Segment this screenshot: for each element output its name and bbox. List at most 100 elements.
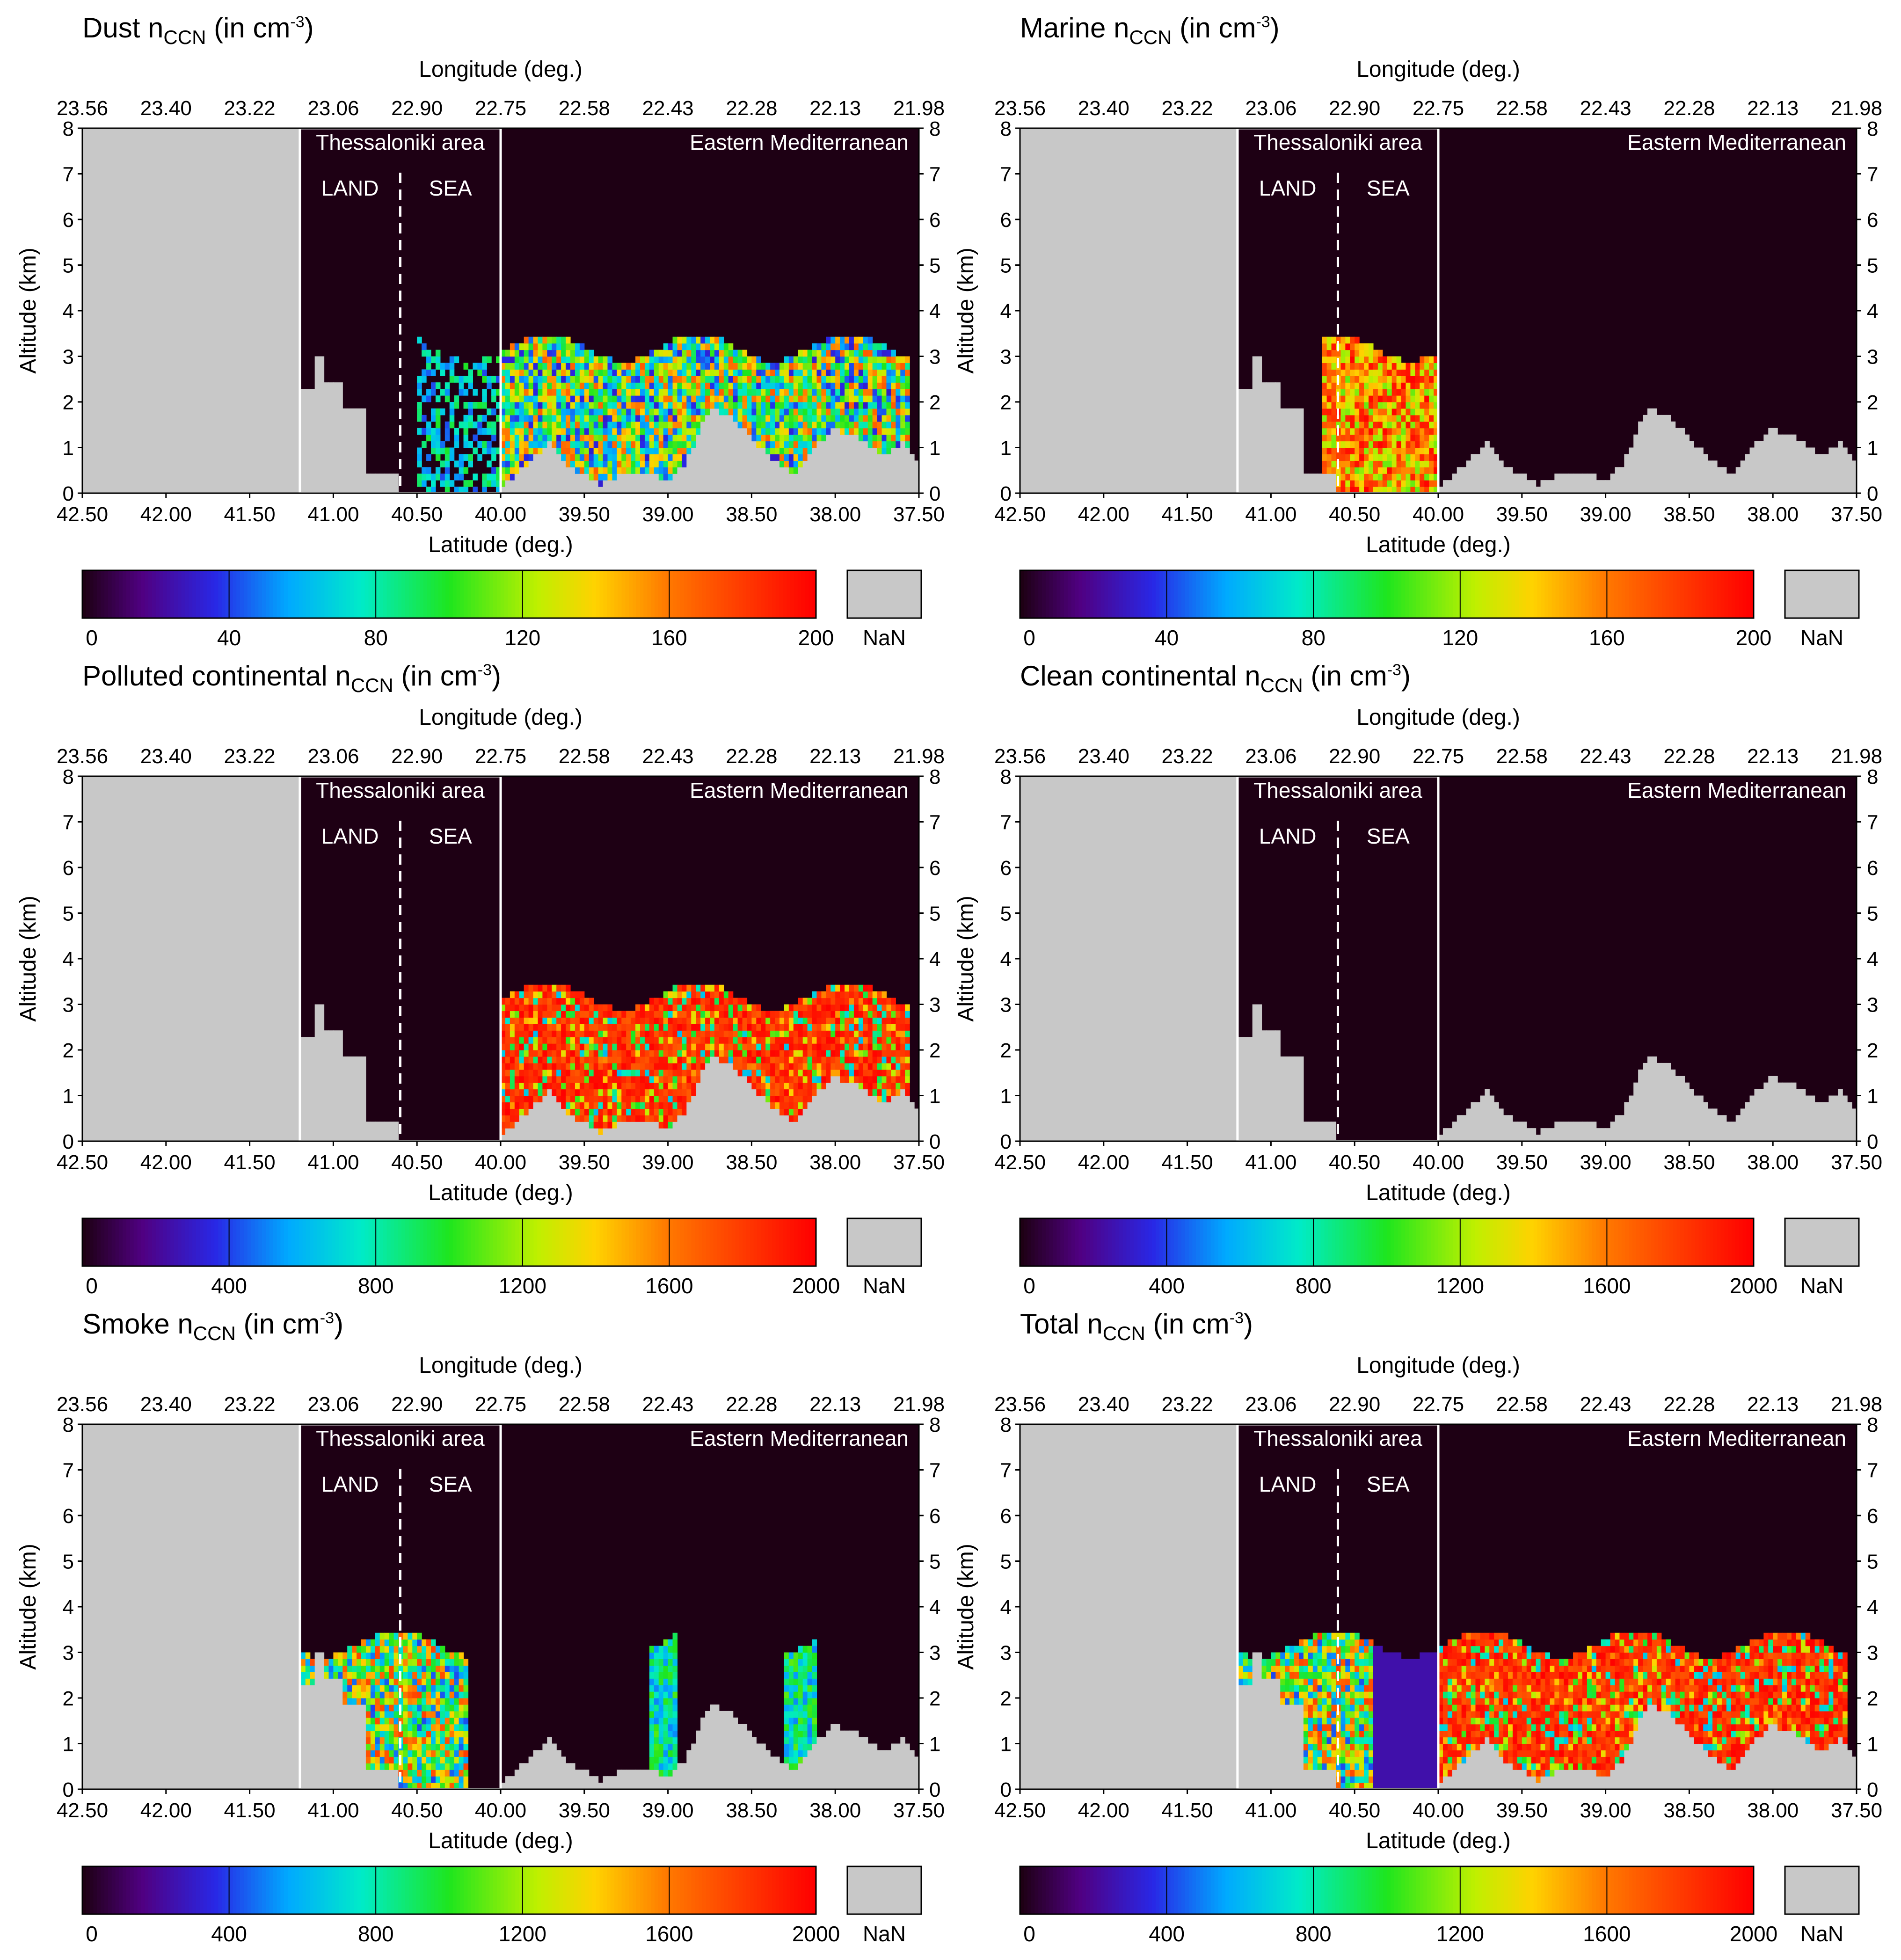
heatmap-cell [877,382,882,389]
heatmap-cell [733,1037,738,1044]
heatmap-cell [761,1011,766,1018]
heatmap-cell [858,1017,864,1024]
heatmap-cell [654,467,659,474]
heatmap-cell [863,363,868,370]
heatmap-cell [561,984,566,992]
heatmap-cell [463,402,469,409]
heatmap-cell [570,363,575,370]
heatmap-cell [649,376,655,383]
colorbar-segment [434,570,439,618]
heatmap-cell [617,454,622,461]
heatmap-cell [812,434,817,442]
heatmap-cell [510,434,515,442]
colorbar-segment [1508,570,1512,618]
heatmap-cell [686,1056,692,1064]
colorbar-segment [478,1218,483,1266]
colorbar-segment [1350,570,1355,618]
colorbar-segment [1082,570,1086,618]
heatmap-cell [510,1024,515,1031]
heatmap-cell [756,1076,761,1083]
heatmap-cell [845,343,850,350]
heatmap-cell [1355,441,1360,448]
heatmap-cell [788,441,794,448]
heatmap-cell [631,389,636,396]
heatmap-cell [830,363,836,370]
heatmap-cell [1350,395,1355,402]
heatmap-cell [593,1056,599,1064]
heatmap-cell [784,402,789,409]
region-box-label: Thessaloniki area [316,130,485,154]
colorbar-segment [339,570,343,618]
heatmap-cell [691,1089,696,1096]
heatmap-cell [714,1024,720,1031]
heatmap-cell [691,428,696,435]
heatmap-cell [598,487,604,494]
heatmap-cell [830,415,836,422]
heatmap-cell [603,1050,608,1057]
heatmap-cell [524,382,529,389]
heatmap-cell [1369,408,1374,415]
heatmap-cell [1340,428,1346,435]
heatmap-cell [570,369,575,376]
heatmap-cell [705,376,710,383]
heatmap-cell [1415,428,1420,435]
heatmap-cell [714,991,720,998]
heatmap-cell [1591,474,1597,494]
heatmap-cell [1289,408,1295,494]
heatmap-cell [826,389,831,396]
heatmap-cell [533,434,539,442]
heatmap-cell [877,1011,882,1018]
heatmap-cell [691,389,696,396]
heatmap-cell [1373,467,1378,474]
heatmap-cell [640,1115,645,1122]
heatmap-cell [1280,408,1285,494]
heatmap-cell [603,421,608,429]
heatmap-cell [710,376,715,383]
colorbar-segment [1100,570,1105,618]
heatmap-cell [1480,447,1485,494]
heatmap-cell [672,1011,678,1018]
heatmap-cell [1424,454,1429,461]
heatmap-cell [524,1050,529,1057]
heatmap-cell [435,441,441,448]
heatmap-cell [1396,434,1402,442]
heatmap-cell [635,1095,641,1103]
heatmap-cell [1401,460,1406,467]
heatmap-cell [877,1050,882,1057]
colorbar-segment [376,1218,380,1266]
heatmap-cell [649,460,655,467]
heatmap-cell [872,369,878,376]
heatmap-cell [631,1102,636,1109]
longitude-axis-label: Longitude (deg.) [419,705,583,730]
heatmap-cell [589,1082,594,1090]
heatmap-cell [751,408,757,415]
heatmap-cell [1656,415,1662,494]
heatmap-cell [1062,128,1067,494]
altitude-tick-label: 0 [63,1130,74,1153]
heatmap-cell [905,1069,910,1077]
colorbar-segment [695,570,699,618]
heatmap-cell [505,441,510,448]
heatmap-cell [603,1102,608,1109]
heatmap-cell [891,389,896,396]
heatmap-cell [575,421,580,429]
colorbar-segment [706,570,710,618]
heatmap-cell [1401,428,1406,435]
heatmap-cell [1424,382,1429,389]
heatmap-cell [1364,421,1369,429]
colorbar-segment [1188,570,1193,618]
heatmap-cell [570,1011,575,1018]
heatmap-cell [1401,408,1406,415]
heatmap-cell [519,991,524,998]
heatmap-cell [617,428,622,435]
heatmap-cell [853,356,859,364]
heatmap-cell [579,1030,585,1037]
heatmap-cell [863,1004,868,1012]
heatmap-cell [877,369,882,376]
heatmap-cell [510,480,515,494]
heatmap-cell [672,1063,678,1070]
colorbar-segment [669,570,674,618]
heatmap-cell [1633,434,1639,494]
heatmap-cell [756,1004,761,1012]
heatmap-cell [840,428,845,435]
